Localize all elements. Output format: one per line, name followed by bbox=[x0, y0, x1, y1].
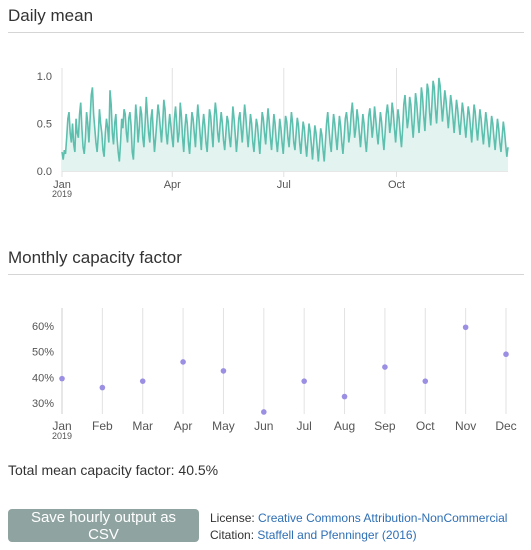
monthly-capacity-point bbox=[341, 393, 348, 400]
monthly-capacity-point bbox=[382, 364, 388, 370]
monthly-x-tick-label: Mar bbox=[132, 419, 153, 433]
monthly-capacity-point bbox=[99, 384, 106, 391]
monthly-x-tick-label: Aug bbox=[334, 419, 355, 433]
monthly-y-tick-label: 40% bbox=[32, 372, 54, 384]
total-mean-capacity-factor: Total mean capacity factor: 40.5% bbox=[8, 462, 219, 478]
monthly-capacity-chart: 30% 40% 50% 60% Jan Feb Mar Apr May Jun Jul Aug Sep O… bbox=[32, 308, 517, 441]
monthly-x-tick-label: Dec bbox=[495, 419, 516, 433]
monthly-y-tick-label: 30% bbox=[32, 398, 54, 410]
monthly-x-year-label: 2019 bbox=[52, 431, 72, 441]
save-hourly-csv-button[interactable]: Save hourly output as CSV bbox=[8, 509, 199, 543]
monthly-x-tick-label: Nov bbox=[455, 419, 476, 433]
daily-mean-title: Daily mean bbox=[8, 6, 94, 25]
monthly-capacity-point bbox=[261, 409, 267, 415]
monthly-x-tick-label: Oct bbox=[416, 419, 435, 433]
monthly-capacity-point bbox=[462, 324, 469, 331]
daily-y-tick-label: 0.5 bbox=[37, 119, 52, 131]
daily-y-tick-label: 0.0 bbox=[37, 166, 52, 178]
monthly-x-tick-label: Jul bbox=[297, 419, 312, 433]
monthly-x-tick-label: Sep bbox=[374, 419, 396, 433]
monthly-x-tick-label: Jan bbox=[52, 419, 71, 433]
monthly-capacity-point bbox=[139, 378, 146, 384]
monthly-x-tick-label: Apr bbox=[174, 419, 193, 433]
citation-line: Citation: Staffell and Pfenninger (2016) bbox=[210, 528, 417, 542]
monthly-capacity-point bbox=[220, 368, 227, 374]
citation-link[interactable]: Staffell and Pfenninger (2016) bbox=[257, 528, 417, 542]
monthly-capacity-point bbox=[503, 351, 509, 358]
monthly-capacity-point bbox=[59, 375, 65, 382]
daily-x-tick-label: Oct bbox=[388, 179, 405, 191]
daily-x-tick-label: Jul bbox=[277, 179, 291, 191]
daily-x-tick-label: Apr bbox=[164, 179, 181, 191]
monthly-capacity-divider bbox=[8, 274, 524, 275]
license-link[interactable]: Creative Commons Attribution-NonCommerci… bbox=[258, 511, 508, 525]
citation-label: Citation: bbox=[210, 528, 255, 542]
daily-mean-series-line bbox=[61, 77, 509, 162]
monthly-x-tick-label: Jun bbox=[254, 419, 273, 433]
daily-x-tick-label: Jan bbox=[53, 179, 71, 191]
monthly-capacity-title: Monthly capacity factor bbox=[8, 248, 182, 267]
daily-mean-area bbox=[62, 77, 508, 171]
monthly-x-tick-label: Feb bbox=[92, 419, 113, 433]
daily-y-tick-label: 1.0 bbox=[37, 71, 52, 83]
license-line: License: Creative Commons Attribution-No… bbox=[210, 511, 507, 525]
license-label: License: bbox=[210, 511, 255, 525]
monthly-capacity-point bbox=[422, 378, 429, 384]
monthly-y-tick-label: 50% bbox=[32, 347, 54, 359]
daily-mean-chart: 0.0 0.5 1.0 Jan Apr Jul Oct 2019 bbox=[37, 68, 509, 199]
monthly-capacity-point bbox=[180, 359, 186, 365]
monthly-y-tick-label: 60% bbox=[32, 321, 54, 333]
monthly-capacity-point bbox=[301, 378, 307, 384]
daily-x-year-label: 2019 bbox=[52, 189, 72, 199]
daily-mean-divider bbox=[8, 32, 524, 33]
monthly-x-tick-label: May bbox=[212, 419, 235, 433]
